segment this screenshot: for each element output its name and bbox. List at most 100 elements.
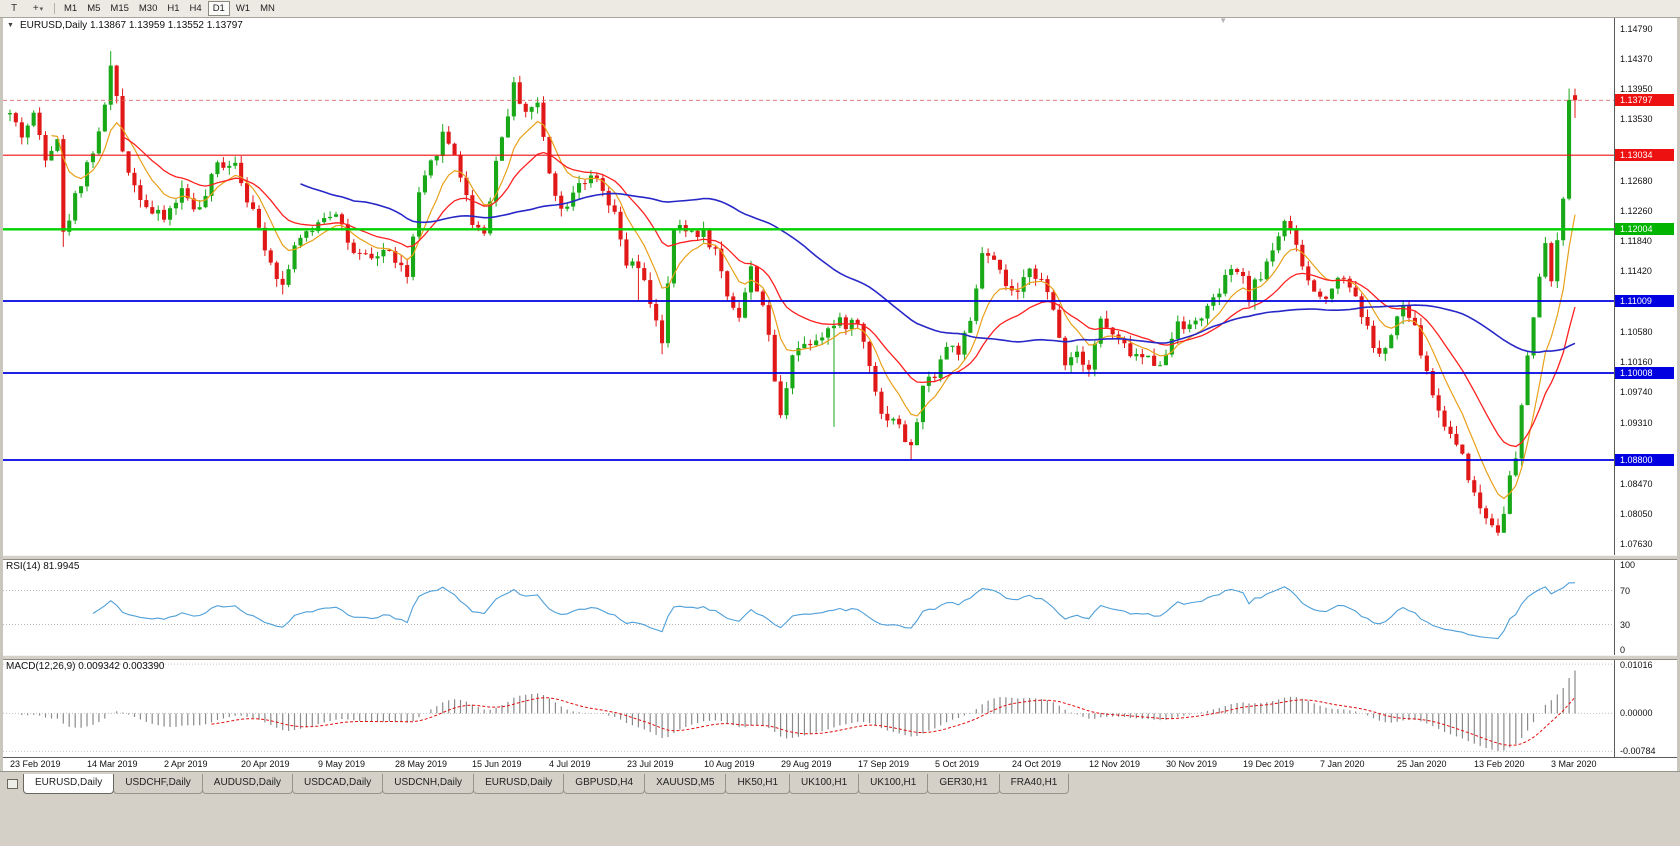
chart-tab-2-audusd-daily[interactable]: AUDUSD,Daily bbox=[201, 774, 294, 794]
time-axis-label: 15 Jun 2019 bbox=[472, 759, 522, 769]
time-axis-label: 28 May 2019 bbox=[395, 759, 448, 769]
price-axis-label: 1.08050 bbox=[1620, 508, 1653, 519]
chart-tab-8-hk50-h1[interactable]: HK50,H1 bbox=[725, 774, 791, 794]
price-axis-label: 1.12680 bbox=[1620, 175, 1653, 186]
text-tool-icon: T bbox=[10, 3, 18, 14]
price-axis-label: 1.09740 bbox=[1620, 387, 1653, 398]
time-axis-label: 2 Apr 2019 bbox=[164, 759, 208, 769]
time-axis-label: 23 Jul 2019 bbox=[627, 759, 674, 769]
price-axis-label: 1.09310 bbox=[1620, 418, 1653, 429]
chart-title-text: EURUSD,Daily 1.13867 1.13959 1.13552 1.1… bbox=[19, 20, 243, 31]
support-level-badge-2: 1.10008 bbox=[1615, 367, 1674, 379]
chevron-down-icon: ▾ bbox=[39, 5, 44, 13]
chart-tab-5-eurusd-daily[interactable]: EURUSD,Daily bbox=[473, 774, 565, 794]
timeframe-button-m30[interactable]: M30 bbox=[138, 3, 158, 14]
price-chart-area[interactable]: ▼ EURUSD,Daily 1.13867 1.13959 1.13552 1… bbox=[3, 18, 1614, 555]
window-list-button[interactable] bbox=[3, 775, 21, 793]
chart-tab-11-ger30-h1[interactable]: GER30,H1 bbox=[927, 774, 1000, 794]
timeframe-button-m5[interactable]: M5 bbox=[87, 3, 101, 14]
price-axis-label: 1.07630 bbox=[1620, 539, 1653, 550]
timeframe-buttons: M1 M5 M15 M30 H1 H4 D1 W1 MN bbox=[59, 1, 280, 16]
crosshair-icon: + bbox=[32, 3, 39, 14]
cursor-tool-button[interactable]: + ▾ bbox=[26, 1, 50, 16]
chart-tab-7-xauusd-m5[interactable]: XAUUSD,M5 bbox=[644, 774, 727, 794]
price-axis-label: 1.14370 bbox=[1620, 54, 1653, 65]
price-axis-label: 1.11420 bbox=[1620, 266, 1652, 277]
time-axis-label: 23 Feb 2019 bbox=[10, 759, 61, 769]
timeframe-button-h4[interactable]: H4 bbox=[189, 3, 202, 14]
time-axis-label: 13 Feb 2020 bbox=[1474, 759, 1525, 769]
time-axis-label: 20 Apr 2019 bbox=[241, 759, 290, 769]
timeframe-button-mn[interactable]: MN bbox=[260, 3, 275, 14]
rsi-axis-label: 0 bbox=[1620, 645, 1626, 655]
timeframe-button-m15[interactable]: M15 bbox=[110, 3, 129, 14]
chart-tab-6-gbpusd-h4[interactable]: GBPUSD,H4 bbox=[563, 774, 646, 794]
time-axis-label: 3 Mar 2020 bbox=[1551, 759, 1597, 769]
macd-axis-label: 0.00000 bbox=[1620, 708, 1653, 719]
time-axis-label: 25 Jan 2020 bbox=[1397, 759, 1447, 769]
time-axis-label: 24 Oct 2019 bbox=[1012, 759, 1062, 769]
price-axis-label: 1.14790 bbox=[1620, 23, 1653, 34]
macd-axis[interactable]: 0.01016 0.00000 -0.00784 bbox=[1614, 660, 1677, 757]
timeframe-button-h1[interactable]: H1 bbox=[167, 3, 180, 14]
chart-shift-marker[interactable]: ▼ bbox=[1219, 18, 1228, 25]
rsi-axis-label: 100 bbox=[1620, 560, 1636, 570]
price-axis-label: 1.08470 bbox=[1620, 478, 1653, 489]
time-axis-label: 7 Jan 2020 bbox=[1320, 759, 1365, 769]
chart-tab-3-usdcad-daily[interactable]: USDCAD,Daily bbox=[292, 774, 384, 794]
time-axis-label: 30 Nov 2019 bbox=[1166, 759, 1218, 769]
timeframe-button-d1[interactable]: D1 bbox=[207, 1, 230, 16]
current-price-badge: 1.13797 bbox=[1615, 94, 1674, 106]
green-level-badge: 1.12004 bbox=[1615, 223, 1674, 235]
chart-tab-4-usdcnh-daily[interactable]: USDCNH,Daily bbox=[382, 774, 475, 794]
time-axis-label: 17 Sep 2019 bbox=[858, 759, 910, 769]
macd-pane[interactable]: MACD(12,26,9) 0.009342 0.003390 bbox=[3, 660, 1614, 757]
rsi-axis-label: 30 bbox=[1620, 619, 1631, 630]
rsi-axis-label: 70 bbox=[1620, 585, 1631, 596]
price-axis-label: 1.13950 bbox=[1620, 84, 1653, 95]
price-axis-label: 1.10160 bbox=[1620, 357, 1653, 368]
axis-corner bbox=[1615, 757, 1677, 771]
resistance-line-badge: 1.13034 bbox=[1615, 149, 1674, 161]
chart-window: ▼ EURUSD,Daily 1.13867 1.13959 1.13552 1… bbox=[0, 18, 1680, 771]
support-level-badge-1: 1.11009 bbox=[1615, 295, 1674, 307]
rsi-label: RSI(14) 81.9945 bbox=[6, 561, 80, 572]
chart-title: ▼ EURUSD,Daily 1.13867 1.13959 1.13552 1… bbox=[7, 20, 243, 31]
pane-splitter-macd[interactable] bbox=[3, 655, 1677, 660]
time-axis-label: 19 Dec 2019 bbox=[1243, 759, 1295, 769]
price-axis-label: 1.12260 bbox=[1620, 205, 1653, 216]
chart-tab-10-uk100-h1[interactable]: UK100,H1 bbox=[858, 774, 929, 794]
time-axis-label: 4 Jul 2019 bbox=[549, 759, 591, 769]
macd-axis-label: -0.00784 bbox=[1620, 746, 1656, 757]
time-axis-label: 9 May 2019 bbox=[318, 759, 366, 769]
price-axis-label: 1.11840 bbox=[1620, 236, 1652, 247]
price-axis[interactable]: 1.14790 1.14370 1.13950 1.13530 1.12680 1.122… bbox=[1614, 18, 1677, 555]
chart-tab-1-usdchf-daily[interactable]: USDCHF,Daily bbox=[113, 774, 203, 794]
pane-splitter-rsi[interactable] bbox=[3, 555, 1677, 560]
rsi-axis[interactable]: 100 70 30 0 bbox=[1614, 560, 1677, 655]
one-click-trading-arrow[interactable]: ▼ bbox=[7, 22, 14, 29]
rsi-pane[interactable]: RSI(14) 81.9945 bbox=[3, 560, 1614, 655]
toolbar: T + ▾ M1 M5 M15 M30 H1 H4 D1 W1 MN bbox=[0, 0, 1680, 18]
window-icon bbox=[6, 779, 18, 789]
timeframe-button-w1[interactable]: W1 bbox=[235, 3, 251, 14]
chart-tab-9-uk100-h1[interactable]: UK100,H1 bbox=[789, 774, 860, 794]
time-axis-label: 14 Mar 2019 bbox=[87, 759, 138, 769]
macd-label: MACD(12,26,9) 0.009342 0.003390 bbox=[6, 661, 165, 672]
chart-tabs: EURUSD,Daily USDCHF,Daily AUDUSD,Daily USDC… bbox=[23, 774, 1070, 794]
toolbar-separator bbox=[54, 3, 55, 14]
support-level-badge-3: 1.08800 bbox=[1615, 454, 1674, 466]
time-axis[interactable]: 23 Feb 2019 14 Mar 2019 2 Apr 2019 20 Apr 2… bbox=[3, 757, 1615, 771]
time-axis-label: 10 Aug 2019 bbox=[704, 759, 755, 769]
text-tool-button[interactable]: T bbox=[2, 1, 26, 16]
chart-tab-0-eurusd-daily[interactable]: EURUSD,Daily bbox=[23, 774, 115, 794]
timeframe-button-m1[interactable]: M1 bbox=[64, 3, 78, 14]
time-axis-label: 12 Nov 2019 bbox=[1089, 759, 1141, 769]
macd-axis-label: 0.01016 bbox=[1620, 660, 1653, 670]
time-axis-label: 5 Oct 2019 bbox=[935, 759, 980, 769]
price-axis-label: 1.13530 bbox=[1620, 114, 1653, 125]
chart-tab-12-fra40-h1[interactable]: FRA40,H1 bbox=[998, 774, 1070, 794]
time-axis-label: 29 Aug 2019 bbox=[781, 759, 832, 769]
price-axis-label: 1.10580 bbox=[1620, 326, 1653, 337]
